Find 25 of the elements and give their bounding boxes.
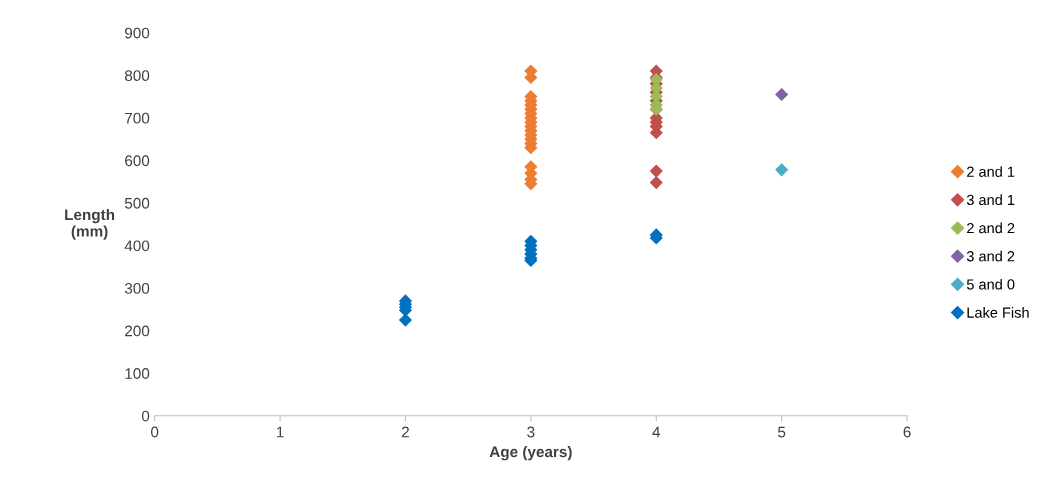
y-tick-label: 500 [124,197,150,209]
y-tick-label: 300 [124,282,150,294]
x-tick-label: 5 [778,426,786,438]
x-tick-label: 4 [652,426,661,438]
y-tick-label: 600 [125,155,150,167]
x-axis-title: Age (years) [489,446,572,461]
legend-label: Lake Fish [967,307,1029,318]
y-tick-label: 200 [125,325,150,337]
legend-label: 3 and 2 [966,250,1015,262]
x-tick-label: 3 [527,426,535,438]
x-tick-label: 0 [151,426,159,438]
y-tick-label: 400 [124,240,150,252]
y-tick-label: 800 [124,70,150,82]
legend-label: 2 and 2 [967,222,1015,234]
legend-label: 5 and 0 [966,278,1015,290]
y-tick-label: 0 [141,410,150,422]
x-tick-label: 6 [903,426,911,438]
legend-label: 2 and 1 [967,166,1015,177]
y-tick-label: 900 [125,27,150,39]
x-tick-label: 1 [276,426,284,438]
y-axis-title: Length (mm) [65,208,115,240]
legend-label: 3 and 1 [966,194,1015,206]
y-tick-label: 700 [125,112,150,124]
x-tick-label: 2 [401,426,409,438]
y-tick-label: 100 [125,368,150,379]
